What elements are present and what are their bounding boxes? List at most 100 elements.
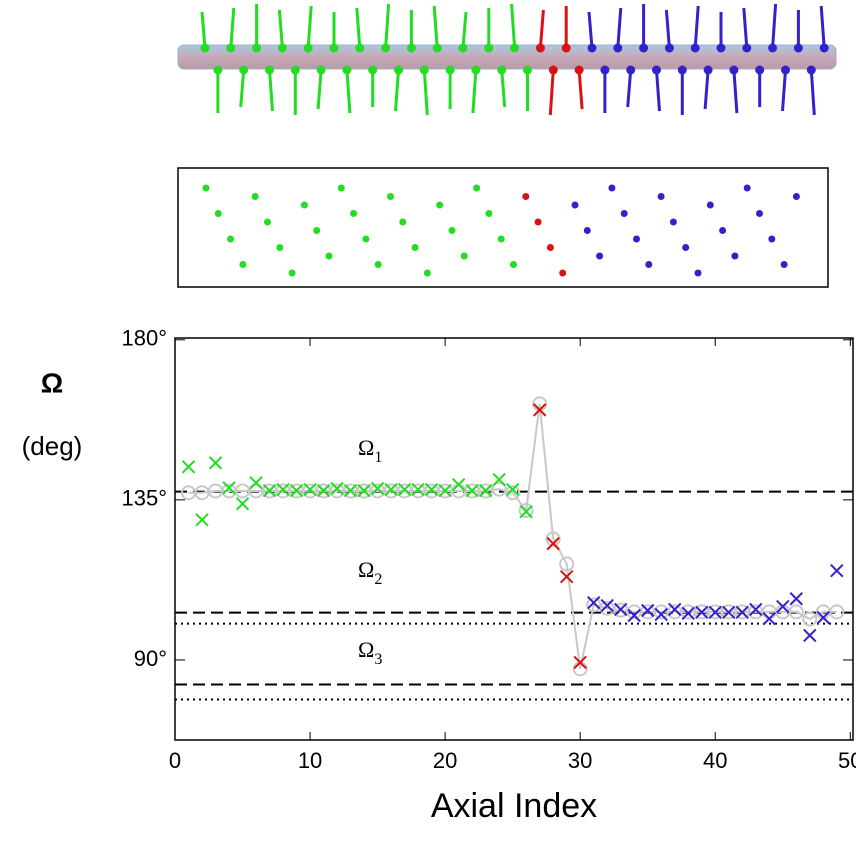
lattice-dot (374, 261, 382, 268)
lattice-dot (350, 210, 358, 217)
pin (703, 69, 710, 110)
pin (587, 11, 594, 49)
background-line (188, 403, 837, 670)
y-axis-label: Ω (41, 367, 63, 398)
lattice-dot (325, 252, 333, 260)
annotation: Ω1 (358, 435, 382, 466)
pin (500, 69, 507, 108)
y-tick-label: 90° (134, 646, 167, 671)
cylinder (177, 44, 837, 70)
pin-head (523, 65, 532, 75)
lattice-dot (448, 227, 456, 234)
pin-head (200, 43, 210, 53)
pin (693, 5, 700, 49)
lattice-dot (485, 210, 493, 217)
pin-head (716, 43, 726, 53)
lattice-dot (743, 184, 751, 192)
cross-marker (519, 504, 533, 519)
background-point (829, 604, 845, 620)
pin-head (277, 43, 287, 53)
lattice-dot (362, 235, 370, 243)
cross-marker (816, 610, 830, 625)
pin-head (535, 43, 545, 53)
cross-marker (492, 472, 506, 487)
cross-marker (735, 605, 749, 619)
cross-marker (411, 482, 425, 497)
cross-marker (803, 628, 817, 643)
cross-marker (181, 460, 196, 474)
cross-marker (316, 483, 331, 498)
cross-marker (438, 483, 452, 498)
unrolled-lattice (177, 167, 829, 288)
pin (229, 7, 236, 49)
pin-head (755, 65, 765, 75)
cross-marker (289, 483, 304, 498)
pin-head (806, 65, 816, 75)
y-tick-label: 135° (121, 486, 167, 511)
background-point (802, 611, 818, 627)
pin-head (458, 43, 468, 53)
lattice-dot (423, 269, 431, 277)
pin-head (471, 65, 481, 75)
pin-head (768, 43, 778, 53)
pin-head (561, 43, 571, 53)
lattice-dot (571, 201, 579, 209)
lattice-dot (522, 193, 530, 200)
lattice-dot (682, 244, 690, 251)
pin (422, 69, 429, 116)
cross-marker (478, 483, 493, 498)
pin-head (316, 65, 326, 75)
cross-marker (451, 477, 466, 492)
lattice-dot (645, 261, 653, 268)
pin-head (381, 43, 391, 53)
x-tick-label: 30 (568, 748, 592, 773)
lattice-dot (559, 269, 567, 277)
annotation-subscript: 2 (374, 571, 382, 588)
pin (471, 69, 478, 114)
pin (538, 9, 545, 49)
pin-head (677, 65, 687, 75)
pin-head (290, 65, 300, 75)
lattice-dot (202, 184, 210, 192)
pin-head (497, 65, 507, 75)
lattice-dot (460, 252, 468, 260)
pin-head (445, 65, 455, 75)
cross-marker (749, 602, 763, 617)
pin (548, 69, 555, 116)
pin-head (613, 43, 623, 53)
pin (819, 5, 826, 49)
lattice-dot (251, 193, 259, 200)
lattice-dot (706, 201, 714, 209)
background-point (505, 485, 521, 501)
pin-head (265, 65, 274, 75)
y-axis-unit: (deg) (22, 431, 83, 461)
x-tick-label: 20 (433, 748, 457, 773)
pin-head (729, 65, 739, 75)
lattice-dot (387, 193, 394, 200)
illustration (177, 3, 837, 288)
cross-marker (303, 482, 317, 497)
annotation-subscript: 3 (374, 651, 382, 668)
cross-marker (222, 481, 236, 495)
pin-head (484, 43, 494, 53)
pin (345, 69, 352, 114)
pin (664, 9, 671, 49)
cross-marker (668, 602, 682, 617)
cross-marker (641, 603, 655, 618)
pin-head (406, 43, 416, 53)
cross-marker (235, 497, 250, 511)
lattice-dot (792, 193, 800, 200)
lattice-dot (756, 210, 763, 217)
lattice-dot (780, 261, 788, 268)
pin (355, 7, 362, 49)
cross-marker (384, 482, 398, 497)
lattice-dot (633, 235, 640, 243)
cross-marker (276, 482, 290, 497)
cross-marker (208, 456, 223, 470)
cross-marker (397, 482, 412, 497)
pin (239, 69, 246, 108)
pin-head (432, 43, 442, 53)
plot-frame (174, 337, 854, 741)
pin (316, 69, 323, 110)
pin (268, 69, 274, 112)
